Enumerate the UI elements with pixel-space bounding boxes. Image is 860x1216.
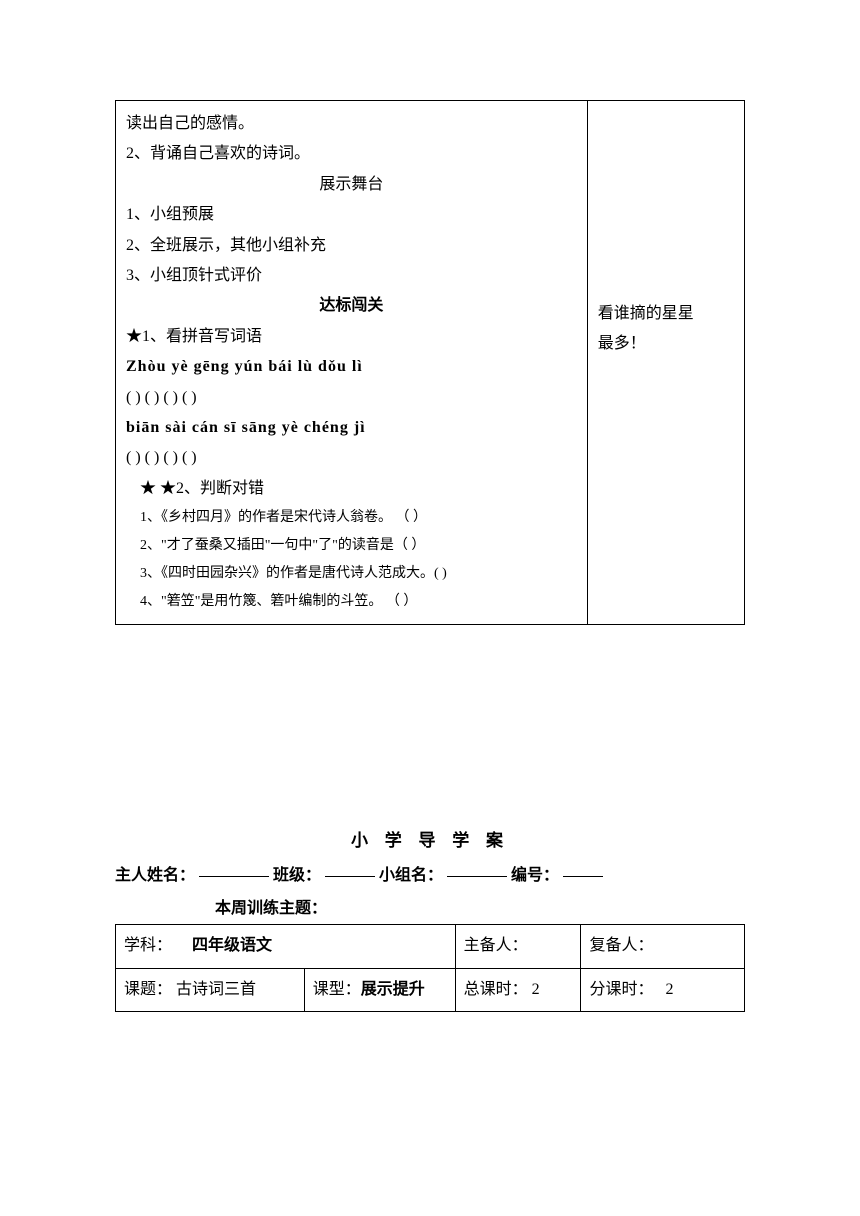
sub-hours-value: 2: [665, 981, 673, 998]
subject-cell: 学科： 四年级语文: [116, 925, 456, 968]
line-1: 读出自己的感情。: [126, 109, 577, 139]
main-content-table: 读出自己的感情。 2、背诵自己喜欢的诗词。 展示舞台 1、小组预展 2、全班展示…: [115, 100, 745, 625]
training-row: 本周训练主题：: [115, 894, 745, 924]
q2-item-1: 1、《乡村四月》的作者是宋代诗人翁卷。 （ ）: [126, 504, 577, 532]
blank-row-1: ( ) ( ) ( ) ( ): [126, 383, 577, 413]
stage-item-1: 1、小组预展: [126, 200, 577, 230]
training-label: 本周训练主题：: [215, 900, 327, 917]
pinyin-row-2: biān sài cán sī sāng yè chéng jì: [126, 413, 577, 443]
group-blank: [447, 861, 507, 877]
topic-cell: 课题： 古诗词三首: [116, 968, 305, 1011]
q2-item-3: 3、《四时田园杂兴》的作者是唐代诗人范成大。( ): [126, 560, 577, 588]
owner-label: 主人姓名：: [115, 861, 195, 891]
line-2: 2、背诵自己喜欢的诗词。: [126, 139, 577, 169]
class-label: 班级：: [273, 861, 321, 891]
table-row: 课题： 古诗词三首 课型：展示提升 总课时： 2 分课时： 2: [116, 968, 745, 1011]
q2-item-4: 4、"箬笠"是用竹篾、箬叶编制的斗笠。 （ ）: [126, 588, 577, 616]
sub-hours-cell: 分课时： 2: [581, 968, 745, 1011]
question-2-title: ★ ★2、判断对错: [126, 474, 577, 504]
group-label: 小组名：: [379, 861, 443, 891]
owner-blank: [199, 861, 269, 877]
subject-label: 学科：: [124, 937, 172, 954]
class-type-cell: 课型：展示提升: [304, 968, 455, 1011]
pass-title: 达标闯关: [126, 291, 577, 321]
stage-item-2: 2、全班展示，其他小组补充: [126, 231, 577, 261]
stage-title: 展示舞台: [126, 170, 577, 200]
left-content-cell: 读出自己的感情。 2、背诵自己喜欢的诗词。 展示舞台 1、小组预展 2、全班展示…: [116, 101, 588, 625]
question-1-title: ★1、看拼音写词语: [126, 322, 577, 352]
topic-value: 古诗词三首: [176, 981, 256, 998]
subject-value: 四年级语文: [192, 937, 272, 954]
main-preparer-cell: 主备人：: [455, 925, 581, 968]
total-hours-cell: 总课时： 2: [455, 968, 581, 1011]
total-hours-value: 2: [532, 981, 540, 998]
right-note-1: 看谁摘的星星: [598, 299, 734, 329]
right-note-2: 最多！: [598, 329, 734, 359]
right-note-cell: 看谁摘的星星 最多！: [587, 101, 744, 625]
table-row: 学科： 四年级语文 主备人： 复备人：: [116, 925, 745, 968]
pinyin-row-1: Zhòu yè gēng yún bái lù dǒu lì: [126, 352, 577, 382]
total-hours-label: 总课时：: [464, 981, 528, 998]
bottom-info-table: 学科： 四年级语文 主备人： 复备人： 课题： 古诗词三首 课型：展示提升 总课…: [115, 924, 745, 1012]
bottom-section-title: 小 学 导 学 案: [115, 825, 745, 857]
topic-label: 课题：: [124, 981, 172, 998]
number-label: 编号：: [511, 861, 559, 891]
form-row: 主人姓名： 班级： 小组名： 编号：: [115, 861, 745, 891]
number-blank: [563, 861, 603, 877]
blank-row-2: ( ) ( ) ( ) ( ): [126, 443, 577, 473]
co-preparer-cell: 复备人：: [581, 925, 745, 968]
class-type-value: 展示提升: [361, 981, 425, 998]
stage-item-3: 3、小组顶针式评价: [126, 261, 577, 291]
q2-item-2: 2、"才了蚕桑又插田"一句中"了"的读音是（ ）: [126, 532, 577, 560]
class-blank: [325, 861, 375, 877]
sub-hours-label: 分课时：: [589, 981, 653, 998]
class-type-label: 课型：: [313, 981, 361, 998]
